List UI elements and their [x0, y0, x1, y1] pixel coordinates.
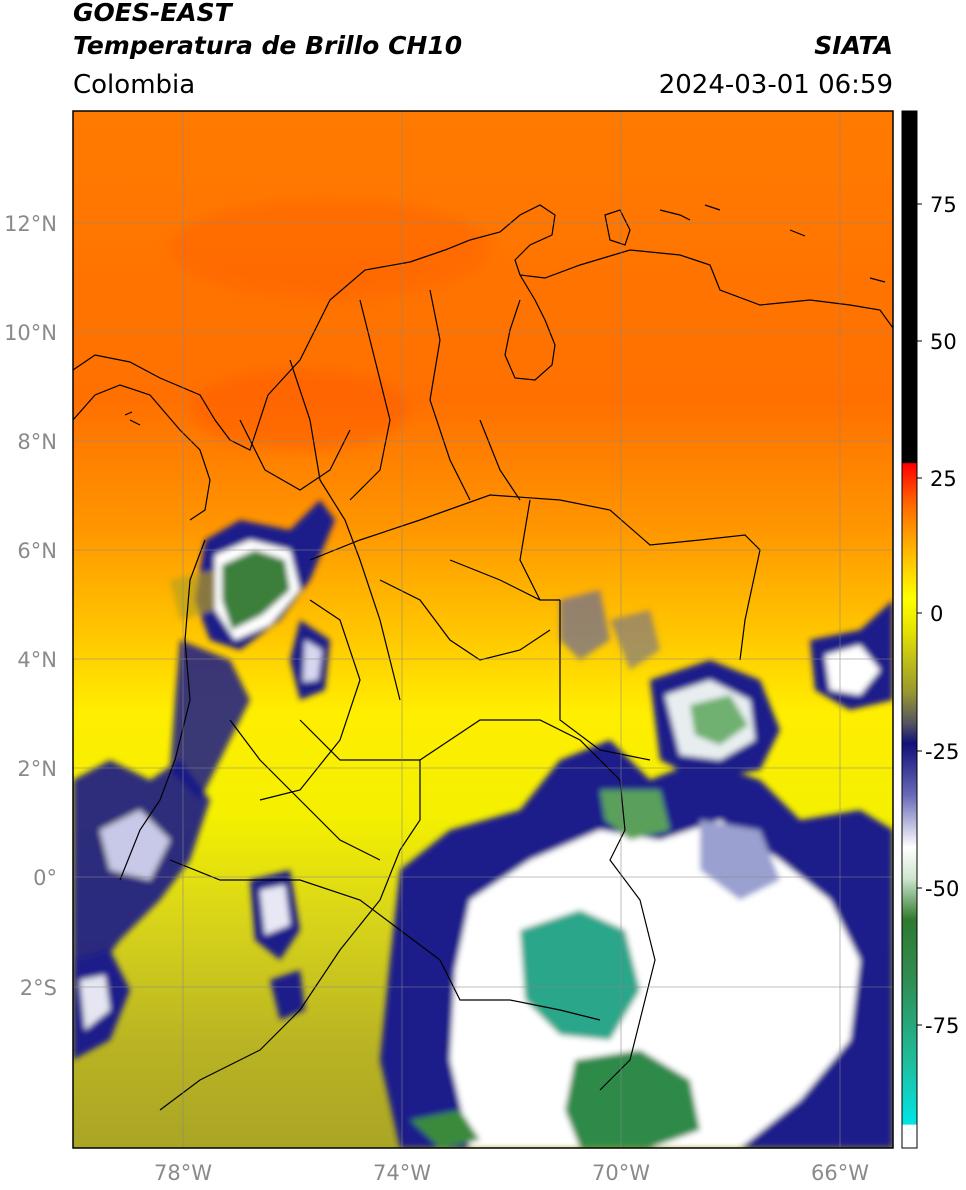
- lat-tick-label: 6°N: [17, 539, 57, 563]
- longitude-labels: 78°W 74°W 70°W 66°W: [154, 1161, 869, 1185]
- lat-tick-label: 10°N: [4, 321, 57, 345]
- satellite-title: GOES-EAST: [73, 0, 232, 27]
- lat-tick-label: 0°: [33, 866, 57, 890]
- boundaries: [73, 204, 893, 1111]
- colorbar-label: 75: [930, 193, 957, 217]
- latitude-labels: 12°N 10°N 8°N 6°N 4°N 2°N 0° 2°S: [4, 212, 57, 1000]
- colorbar: 75 50 25 0 -25 -50 -75: [901, 110, 959, 1149]
- lat-tick-label: 4°N: [17, 648, 57, 672]
- cloud-clusters: [73, 500, 893, 1148]
- lon-tick-label: 78°W: [154, 1161, 212, 1185]
- datetime-label: 2024-03-01 06:59: [658, 70, 893, 100]
- satellite-imagery: [73, 111, 893, 1148]
- colorbar-label: 0: [930, 602, 943, 626]
- colorbar-label: -75: [925, 1014, 959, 1038]
- lat-tick-label: 8°N: [17, 430, 57, 454]
- map-frame: [72, 110, 894, 1149]
- region-label: Colombia: [73, 70, 196, 100]
- lon-tick-label: 66°W: [811, 1161, 869, 1185]
- product-title: Temperatura de Brillo CH10: [73, 31, 463, 60]
- lat-tick-label: 12°N: [4, 212, 57, 236]
- gridlines: [73, 111, 893, 1148]
- lat-tick-label: 2°N: [17, 757, 57, 781]
- organization-label: SIATA: [814, 31, 893, 60]
- colorbar-label: -25: [925, 740, 959, 764]
- colorbar-label: 50: [930, 330, 957, 354]
- colorbar-label: -50: [925, 877, 959, 901]
- lat-tick-label: 2°S: [20, 976, 57, 1000]
- colorbar-label: 25: [930, 467, 957, 491]
- lon-tick-label: 74°W: [373, 1161, 431, 1185]
- lon-tick-label: 70°W: [592, 1161, 650, 1185]
